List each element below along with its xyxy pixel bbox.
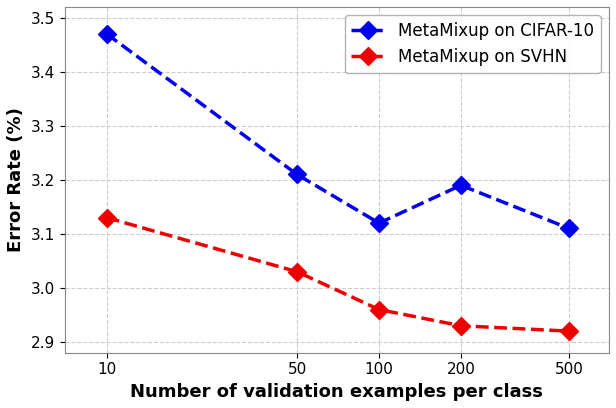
Line: MetaMixup on CIFAR-10: MetaMixup on CIFAR-10 (100, 28, 575, 235)
MetaMixup on SVHN (565, 329, 573, 334)
MetaMixup on CIFAR-10 (457, 183, 464, 188)
Legend: MetaMixup on CIFAR-10, MetaMixup on SVHN: MetaMixup on CIFAR-10, MetaMixup on SVHN (345, 15, 601, 73)
Y-axis label: Error Rate (%): Error Rate (%) (7, 107, 25, 252)
MetaMixup on SVHN (103, 215, 110, 220)
MetaMixup on CIFAR-10 (565, 226, 573, 231)
MetaMixup on CIFAR-10 (375, 221, 383, 226)
MetaMixup on CIFAR-10 (103, 31, 110, 36)
X-axis label: Number of validation examples per class: Number of validation examples per class (131, 383, 543, 401)
Line: MetaMixup on SVHN: MetaMixup on SVHN (100, 211, 575, 337)
MetaMixup on SVHN (293, 269, 301, 274)
MetaMixup on CIFAR-10 (293, 172, 301, 177)
MetaMixup on SVHN (457, 323, 464, 328)
MetaMixup on SVHN (375, 307, 383, 312)
